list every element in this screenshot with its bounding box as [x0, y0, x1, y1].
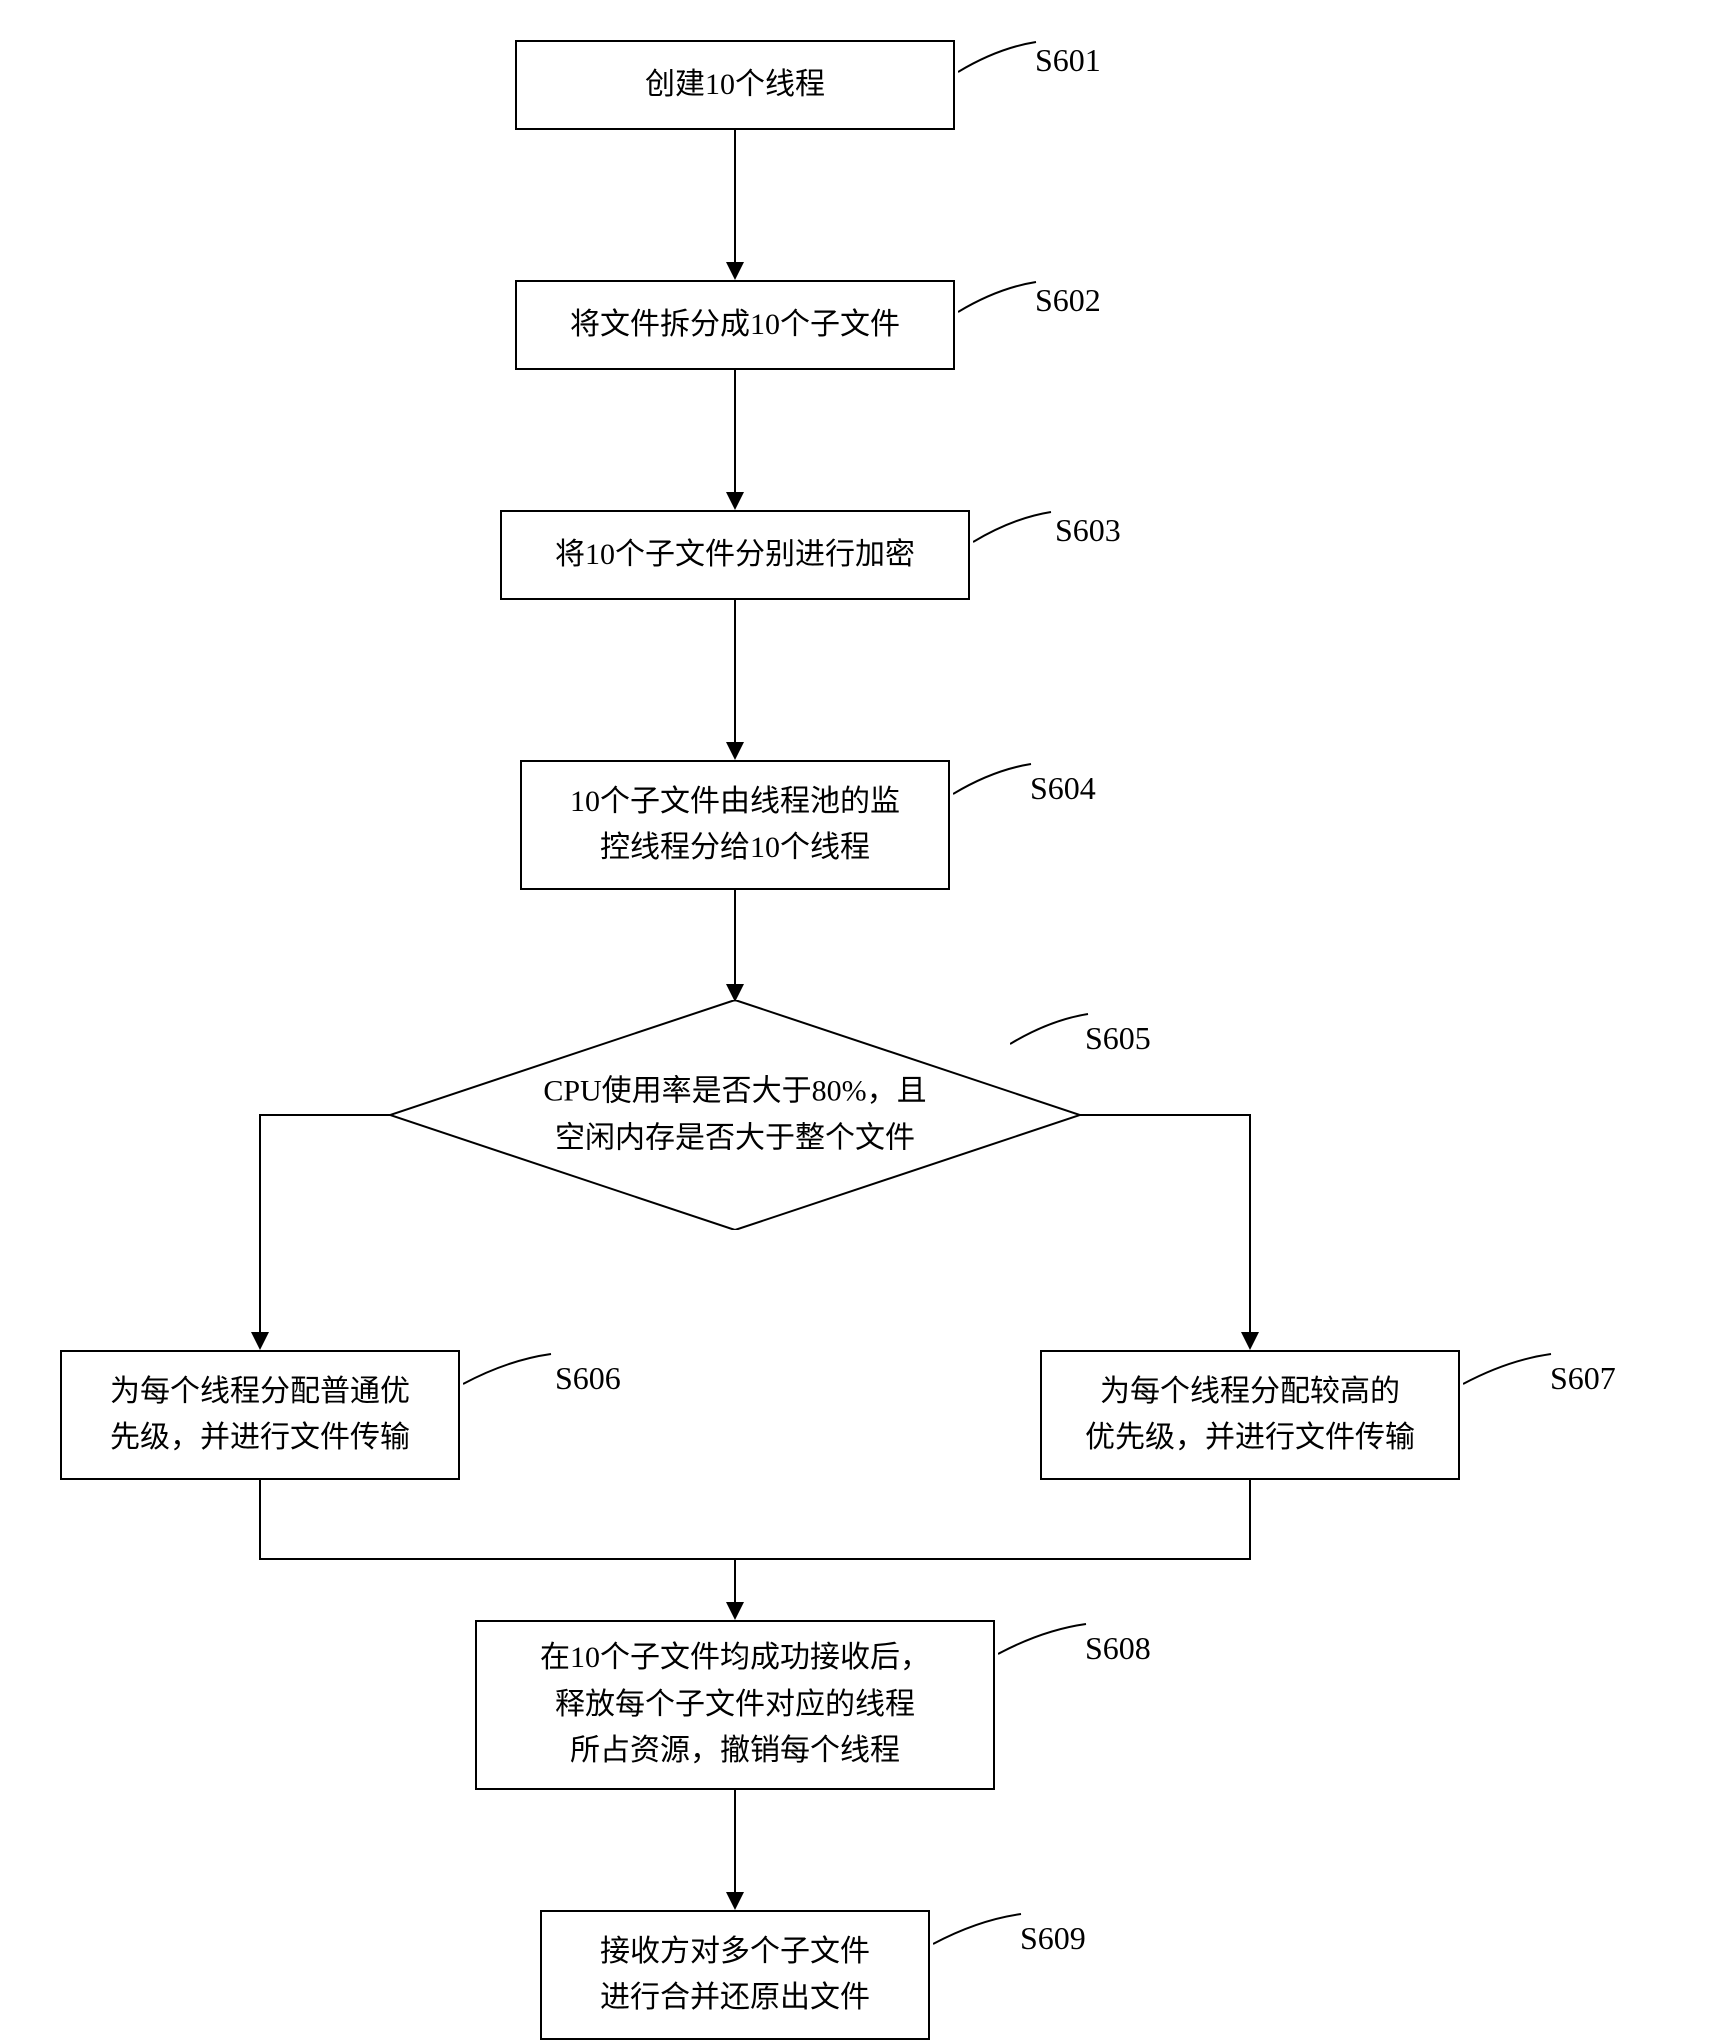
edge-line: [259, 1558, 735, 1560]
edge-line: [1249, 1480, 1251, 1560]
node-text: 为每个线程分配较高的优先级，并进行文件传输: [1085, 1369, 1415, 1462]
edge-line: [734, 600, 736, 744]
arrowhead-icon: [726, 492, 744, 510]
label-tick-icon: [933, 1912, 1023, 1962]
step-label-s604: S604: [1030, 770, 1096, 807]
edge-line: [259, 1114, 261, 1334]
step-label-s603: S603: [1055, 512, 1121, 549]
edge-line: [734, 1790, 736, 1894]
step-label-s608: S608: [1085, 1630, 1151, 1667]
edge-line: [734, 1558, 736, 1604]
node-text: 将10个子文件分别进行加密: [555, 532, 915, 579]
node-text: 为每个线程分配普通优先级，并进行文件传输: [110, 1369, 410, 1462]
step-label-s605: S605: [1085, 1020, 1151, 1057]
arrowhead-icon: [726, 1602, 744, 1620]
flow-node-s607: 为每个线程分配较高的优先级，并进行文件传输: [1040, 1350, 1460, 1480]
edge-line: [260, 1114, 390, 1116]
edge-line: [734, 130, 736, 264]
edge-line: [1080, 1114, 1251, 1116]
edge-line: [734, 890, 736, 986]
edge-line: [259, 1480, 261, 1560]
flow-node-s603: 将10个子文件分别进行加密: [500, 510, 970, 600]
node-text: 在10个子文件均成功接收后，释放每个子文件对应的线程所占资源，撤销每个线程: [540, 1635, 930, 1775]
flow-decision-s605: CPU使用率是否大于80%，且空闲内存是否大于整个文件: [390, 1000, 1080, 1230]
label-tick-icon: [1010, 1012, 1090, 1062]
label-tick-icon: [463, 1352, 553, 1402]
label-tick-icon: [973, 510, 1053, 560]
label-tick-icon: [1463, 1352, 1553, 1402]
step-label-s609: S609: [1020, 1920, 1086, 1957]
node-text: 接收方对多个子文件进行合并还原出文件: [600, 1929, 870, 2022]
arrowhead-icon: [1241, 1332, 1259, 1350]
flow-node-s608: 在10个子文件均成功接收后，释放每个子文件对应的线程所占资源，撤销每个线程: [475, 1620, 995, 1790]
node-text: CPU使用率是否大于80%，且空闲内存是否大于整个文件: [390, 1069, 1080, 1162]
step-label-s601: S601: [1035, 42, 1101, 79]
step-label-s606: S606: [555, 1360, 621, 1397]
edge-line: [735, 1558, 1251, 1560]
edge-line: [1249, 1114, 1251, 1334]
arrowhead-icon: [726, 1892, 744, 1910]
arrowhead-icon: [726, 742, 744, 760]
arrowhead-icon: [726, 984, 744, 1002]
label-tick-icon: [953, 762, 1033, 812]
step-label-s607: S607: [1550, 1360, 1616, 1397]
flow-node-s604: 10个子文件由线程池的监控线程分给10个线程: [520, 760, 950, 890]
label-tick-icon: [958, 280, 1038, 330]
node-text: 10个子文件由线程池的监控线程分给10个线程: [570, 779, 900, 872]
edge-line: [734, 370, 736, 494]
label-tick-icon: [958, 40, 1038, 90]
arrowhead-icon: [726, 262, 744, 280]
label-tick-icon: [998, 1622, 1088, 1672]
node-text: 将文件拆分成10个子文件: [570, 302, 900, 349]
arrowhead-icon: [251, 1332, 269, 1350]
flow-node-s609: 接收方对多个子文件进行合并还原出文件: [540, 1910, 930, 2040]
flow-node-s602: 将文件拆分成10个子文件: [515, 280, 955, 370]
node-text: 创建10个线程: [645, 62, 825, 109]
flow-node-s606: 为每个线程分配普通优先级，并进行文件传输: [60, 1350, 460, 1480]
flow-node-s601: 创建10个线程: [515, 40, 955, 130]
step-label-s602: S602: [1035, 282, 1101, 319]
